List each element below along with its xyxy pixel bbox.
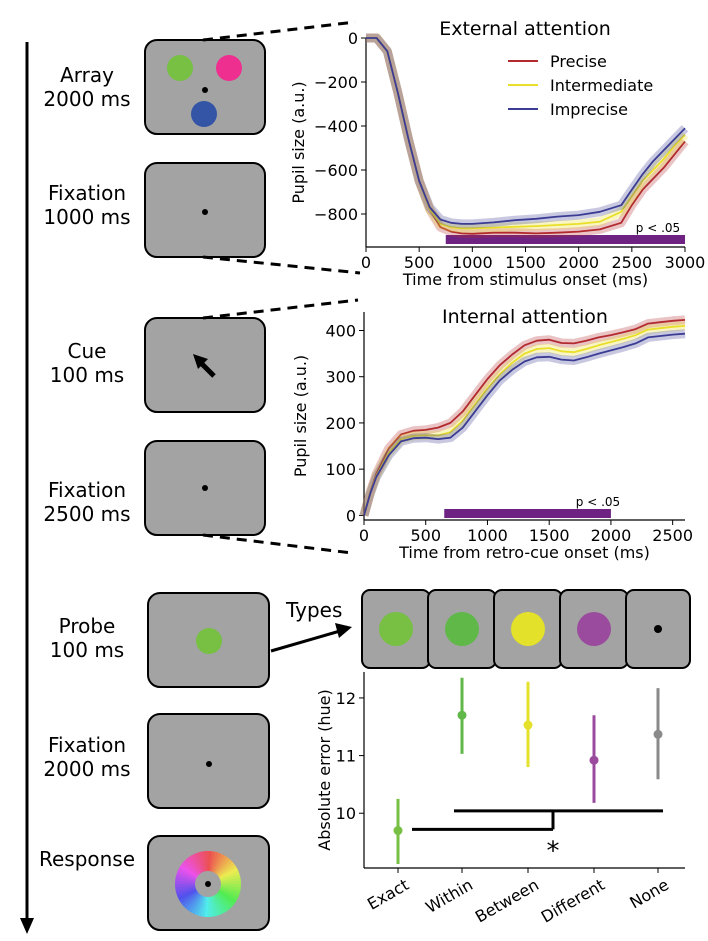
legend-label: Imprecise [550, 100, 628, 119]
y-axis-label: Absolute error (hue) [315, 689, 334, 850]
x-tick-label: 3000 [665, 253, 706, 272]
fixation-dot [206, 761, 212, 767]
cue-arrowhead [193, 354, 208, 369]
series-line [366, 37, 686, 225]
probe-dot [196, 628, 222, 654]
y-tick-label: −800 [314, 205, 358, 224]
stim-green-dot [167, 55, 193, 81]
y-tick-label: 11 [336, 747, 356, 766]
series-line [363, 332, 686, 516]
types-arrow [270, 629, 341, 653]
y-tick-label: 0 [346, 506, 356, 525]
x-tick-label: 2000 [591, 526, 632, 545]
chart-title: Internal attention [442, 306, 608, 328]
significance-asterisk: * [547, 836, 560, 866]
x-tick-label: 1500 [529, 526, 570, 545]
mean-point [653, 729, 663, 739]
timeline-arrowhead [20, 918, 34, 934]
fixation-dot [202, 485, 208, 491]
x-tick-label: None [626, 875, 672, 912]
step-duration: 100 ms [50, 363, 124, 387]
y-tick-label: −400 [314, 117, 358, 136]
step-name: Fixation [48, 733, 126, 757]
y-tick-label: −600 [314, 161, 358, 180]
significance-bar [445, 235, 685, 244]
step-labels: Array 2000 ms Fixation 1000 ms Cue 100 m… [39, 63, 135, 871]
fixation-dot [202, 209, 208, 215]
step-name: Response [39, 847, 135, 871]
y-tick-label: 0 [348, 29, 358, 48]
y-tick-label: 10 [336, 804, 356, 823]
type-within-dot [445, 612, 479, 646]
y-axis-label: Pupil size (a.u.) [291, 355, 310, 477]
y-tick-label: 100 [325, 460, 356, 479]
series-line [363, 325, 686, 516]
step-duration: 2500 ms [43, 502, 130, 526]
mean-point [393, 826, 403, 836]
y-tick-label: 400 [325, 321, 356, 340]
x-tick-label: 500 [404, 253, 435, 272]
x-tick-label: 500 [410, 526, 441, 545]
y-tick-label: 12 [336, 689, 356, 708]
types-arrowhead [335, 623, 352, 638]
type-none-dot [654, 625, 662, 633]
type-exact-dot [379, 612, 413, 646]
x-axis-label: Time from stimulus onset (ms) [402, 270, 648, 289]
x-tick-label: Within [422, 875, 476, 917]
y-tick-label: 300 [325, 368, 356, 387]
x-tick-label: 2500 [652, 526, 693, 545]
significance-label: p < .05 [636, 221, 680, 235]
stim-magenta-dot [216, 55, 242, 81]
y-tick-label: −200 [314, 73, 358, 92]
mean-point [457, 710, 467, 720]
stim-blue-dot [191, 101, 217, 127]
x-tick-label: 2000 [558, 253, 599, 272]
x-tick-label: 0 [359, 526, 369, 545]
type-between-dot [511, 612, 545, 646]
x-tick-label: Different [538, 875, 608, 927]
step-duration: 1000 ms [43, 205, 130, 229]
screens [144, 39, 270, 931]
type-different-dot [577, 612, 611, 646]
cue-arrow [199, 361, 216, 378]
x-tick-label: 1000 [452, 253, 493, 272]
mean-point [589, 755, 599, 765]
internal-attention-chart: 0 500 1000 1500 2000 2500 0 100 200 300 400 Time fr… [291, 306, 693, 562]
x-tick-label: Exact [364, 875, 412, 914]
step-duration: 2000 ms [43, 87, 130, 111]
step-duration: 2000 ms [43, 757, 130, 781]
fixation-dot [202, 87, 208, 93]
x-axis-label: Time from retro-cue onset (ms) [398, 543, 650, 562]
zoom-connectors [202, 20, 361, 555]
y-axis-label: Pupil size (a.u.) [289, 81, 308, 203]
y-tick-label: 200 [325, 414, 356, 433]
x-tick-label: 0 [361, 253, 371, 272]
x-tick-label: Between [472, 875, 542, 926]
fixation-dot [205, 881, 211, 887]
x-tick-label: 2500 [611, 253, 652, 272]
step-name: Fixation [48, 478, 126, 502]
series-line [363, 319, 686, 516]
step-name: Probe [59, 614, 116, 638]
legend-label: Precise [550, 52, 607, 71]
screen-fixation [147, 713, 270, 809]
step-name: Cue [68, 339, 107, 363]
x-tick-label: 1500 [505, 253, 546, 272]
mean-point [523, 720, 533, 730]
chart-title: External attention [439, 18, 611, 40]
step-name: Fixation [48, 181, 126, 205]
legend-label: Intermediate [550, 76, 653, 95]
types-label: Types [285, 598, 342, 622]
significance-label: p < .05 [576, 495, 620, 509]
step-name: Array [60, 63, 114, 87]
significance-bar [444, 509, 611, 518]
series-band [366, 33, 689, 239]
x-tick-label: 1000 [467, 526, 508, 545]
step-duration: 100 ms [50, 638, 124, 662]
external-attention-chart: 0 500 1000 1500 2000 2500 3000 0 −200 −400 −600 −80… [289, 18, 705, 289]
